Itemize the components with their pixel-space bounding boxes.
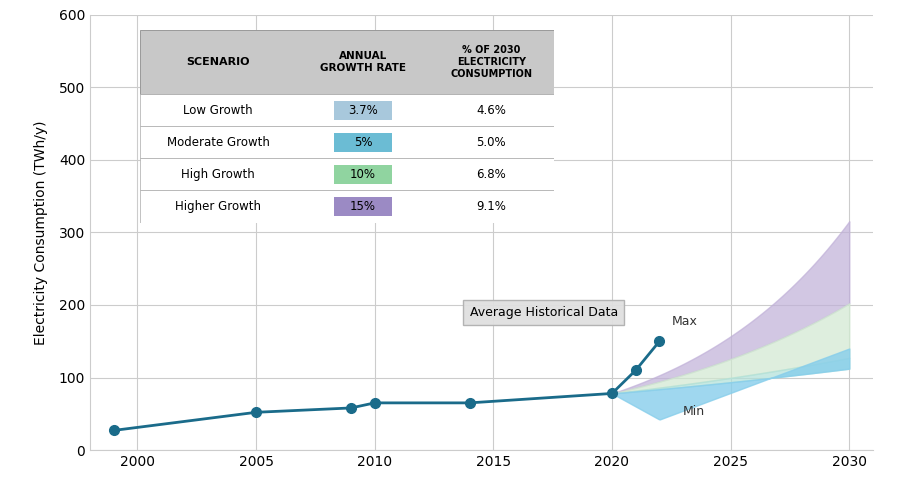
Text: 5.0%: 5.0%: [477, 136, 506, 149]
Text: 15%: 15%: [350, 200, 376, 213]
Bar: [334, 100, 392, 120]
Y-axis label: Electricity Consumption (TWh/y): Electricity Consumption (TWh/y): [33, 120, 48, 345]
Text: High Growth: High Growth: [181, 168, 255, 181]
Text: Min: Min: [683, 405, 706, 418]
Text: % OF 2030
ELECTRICITY
CONSUMPTION: % OF 2030 ELECTRICITY CONSUMPTION: [450, 44, 533, 80]
Bar: [140, 94, 554, 126]
Text: 6.8%: 6.8%: [476, 168, 507, 181]
Text: Low Growth: Low Growth: [184, 104, 253, 117]
Bar: [334, 165, 392, 184]
Text: Average Historical Data: Average Historical Data: [470, 306, 618, 319]
Text: 4.6%: 4.6%: [476, 104, 507, 117]
Bar: [334, 197, 392, 216]
Text: 9.1%: 9.1%: [476, 200, 507, 213]
Text: ANNUAL
GROWTH RATE: ANNUAL GROWTH RATE: [320, 51, 406, 74]
Text: 5%: 5%: [354, 136, 373, 149]
Text: 3.7%: 3.7%: [348, 104, 378, 117]
Text: Moderate Growth: Moderate Growth: [166, 136, 270, 149]
Bar: [140, 126, 554, 158]
Bar: [140, 190, 554, 222]
Bar: [140, 30, 554, 94]
Text: Higher Growth: Higher Growth: [176, 200, 261, 213]
Text: SCENARIO: SCENARIO: [186, 57, 250, 67]
Text: 10%: 10%: [350, 168, 376, 181]
Text: Max: Max: [671, 316, 698, 328]
Bar: [334, 132, 392, 152]
Bar: [140, 158, 554, 190]
